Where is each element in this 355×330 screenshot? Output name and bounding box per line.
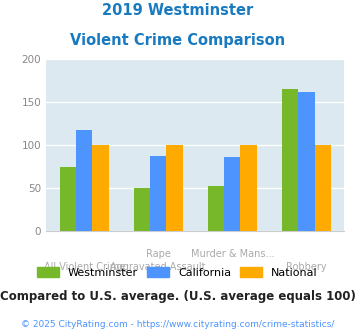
Text: Rape: Rape	[146, 249, 171, 259]
Bar	[208, 186, 224, 231]
Bar	[134, 188, 150, 231]
Legend: Westminster, California, National: Westminster, California, National	[33, 263, 322, 282]
Bar	[60, 167, 76, 231]
Text: All Violent Crime: All Violent Crime	[44, 262, 125, 272]
Text: Robbery: Robbery	[286, 262, 327, 272]
Bar	[298, 92, 315, 231]
Bar	[315, 145, 331, 231]
Bar	[76, 130, 92, 231]
Text: 2019 Westminster: 2019 Westminster	[102, 3, 253, 18]
Bar	[240, 145, 257, 231]
Bar	[150, 156, 166, 231]
Text: Murder & Mans...: Murder & Mans...	[191, 249, 274, 259]
Text: Aggravated Assault: Aggravated Assault	[110, 262, 206, 272]
Text: Violent Crime Comparison: Violent Crime Comparison	[70, 33, 285, 48]
Bar	[166, 145, 183, 231]
Text: Compared to U.S. average. (U.S. average equals 100): Compared to U.S. average. (U.S. average …	[0, 290, 355, 303]
Bar	[92, 145, 109, 231]
Text: © 2025 CityRating.com - https://www.cityrating.com/crime-statistics/: © 2025 CityRating.com - https://www.city…	[21, 320, 334, 329]
Bar	[224, 157, 240, 231]
Bar	[282, 89, 298, 231]
